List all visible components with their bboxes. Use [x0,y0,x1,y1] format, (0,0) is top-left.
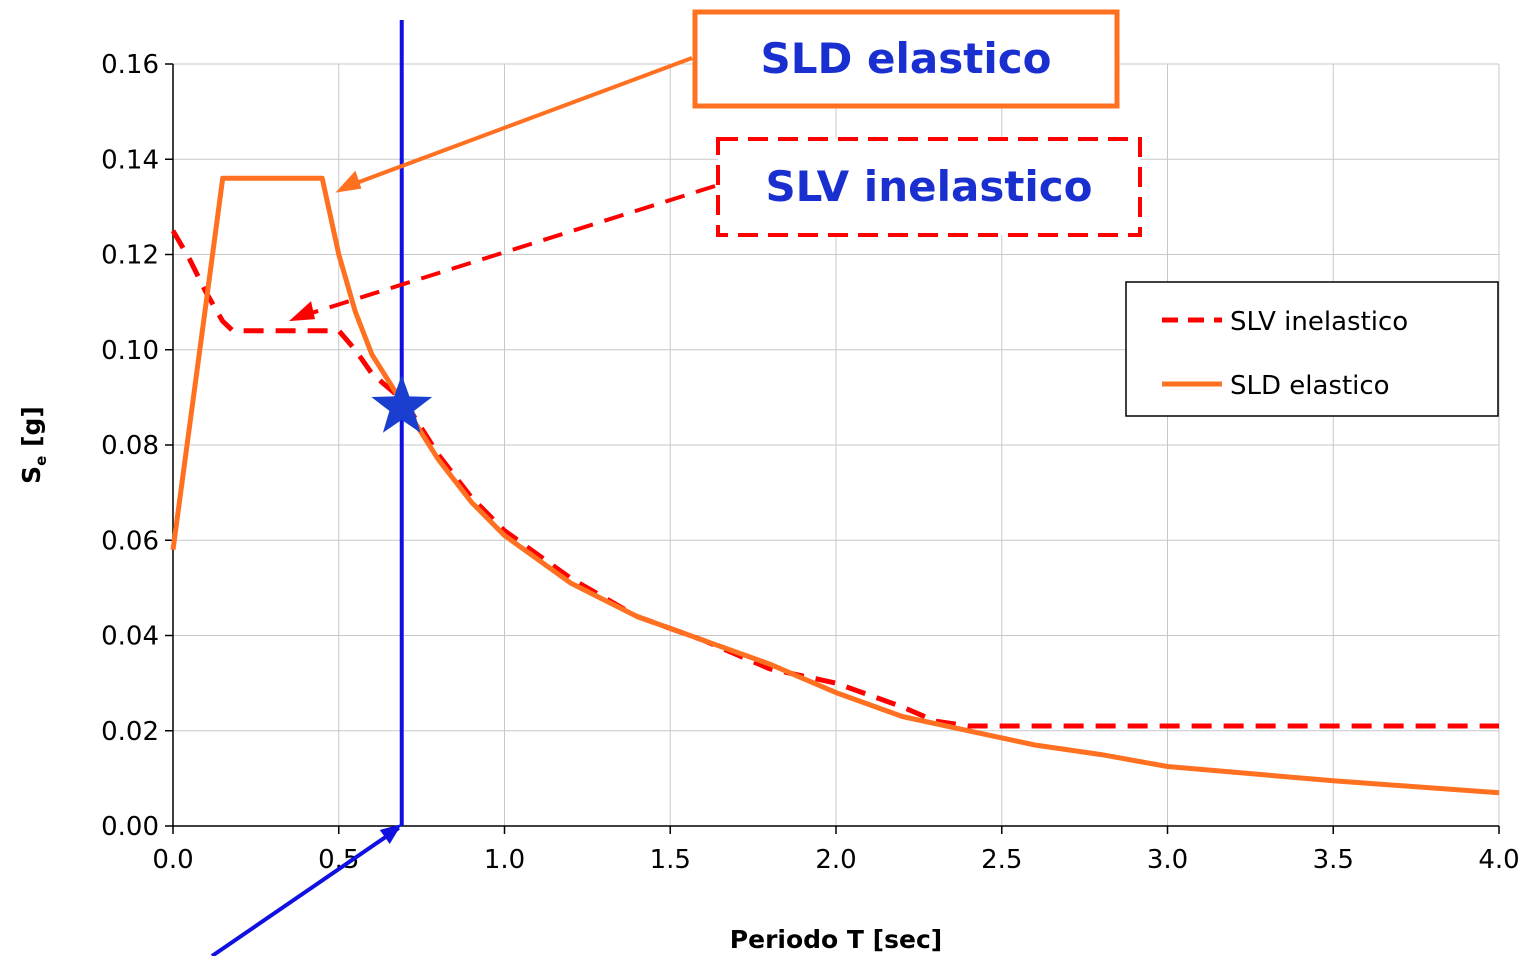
y-tick-label: 0.16 [101,50,159,80]
x-axis-title: Periodo T [sec] [730,925,942,954]
x-tick-label: 2.0 [815,845,856,875]
period-arrow-head [379,824,402,844]
x-tick-label: 3.0 [1147,845,1188,875]
y-tick-label: 0.10 [101,336,159,366]
legend: SLV inelastico SLD elastico [1125,281,1499,417]
series-layer [170,175,1500,796]
overlay-layer [210,20,433,956]
callout-arrow-slv [310,184,716,316]
callout-text-slv: SLV inelastico [765,162,1092,211]
callout-box-slv [716,137,1142,237]
legend-label: SLD elastico [1230,371,1390,401]
legend-box [1125,281,1499,417]
axes: 0.0 0.5 1.0 1.5 2.0 2.5 3.0 3.5 4.00.000.020.040… [17,50,1520,954]
callout-arrow-sld [356,56,693,185]
y-tick-label: 0.14 [101,145,159,175]
legend-label: SLV inelastico [1230,307,1408,337]
x-tick-label: 1.0 [484,845,525,875]
callout-box-sld [692,9,1120,109]
series-line-slv-inelastico [170,229,1499,729]
y-tick-label: 0.08 [101,431,159,461]
y-tick-label: 0.04 [101,622,159,652]
x-tick-label: 2.5 [981,845,1022,875]
x-tick-label: 4.0 [1478,845,1519,875]
x-tick-label: 3.5 [1313,845,1354,875]
x-tick-label: 1.5 [650,845,691,875]
x-tick-label: 0.0 [152,845,193,875]
y-tick-label: 0.00 [101,812,159,842]
callouts: SLD elastico SLV inelastico [289,9,1142,322]
series-line-sld-elastico [170,175,1500,796]
callout-arrowhead-slv [289,301,316,322]
y-tick-label: 0.12 [101,241,159,271]
y-tick-label: 0.06 [101,526,159,556]
y-tick-label: 0.02 [101,717,159,747]
callout-arrowhead-sld [335,170,362,193]
star-marker [371,374,433,433]
callout-text-sld: SLD elastico [761,34,1052,83]
period-arrow-line [210,826,400,956]
y-axis-title: Se [g] [17,406,50,484]
